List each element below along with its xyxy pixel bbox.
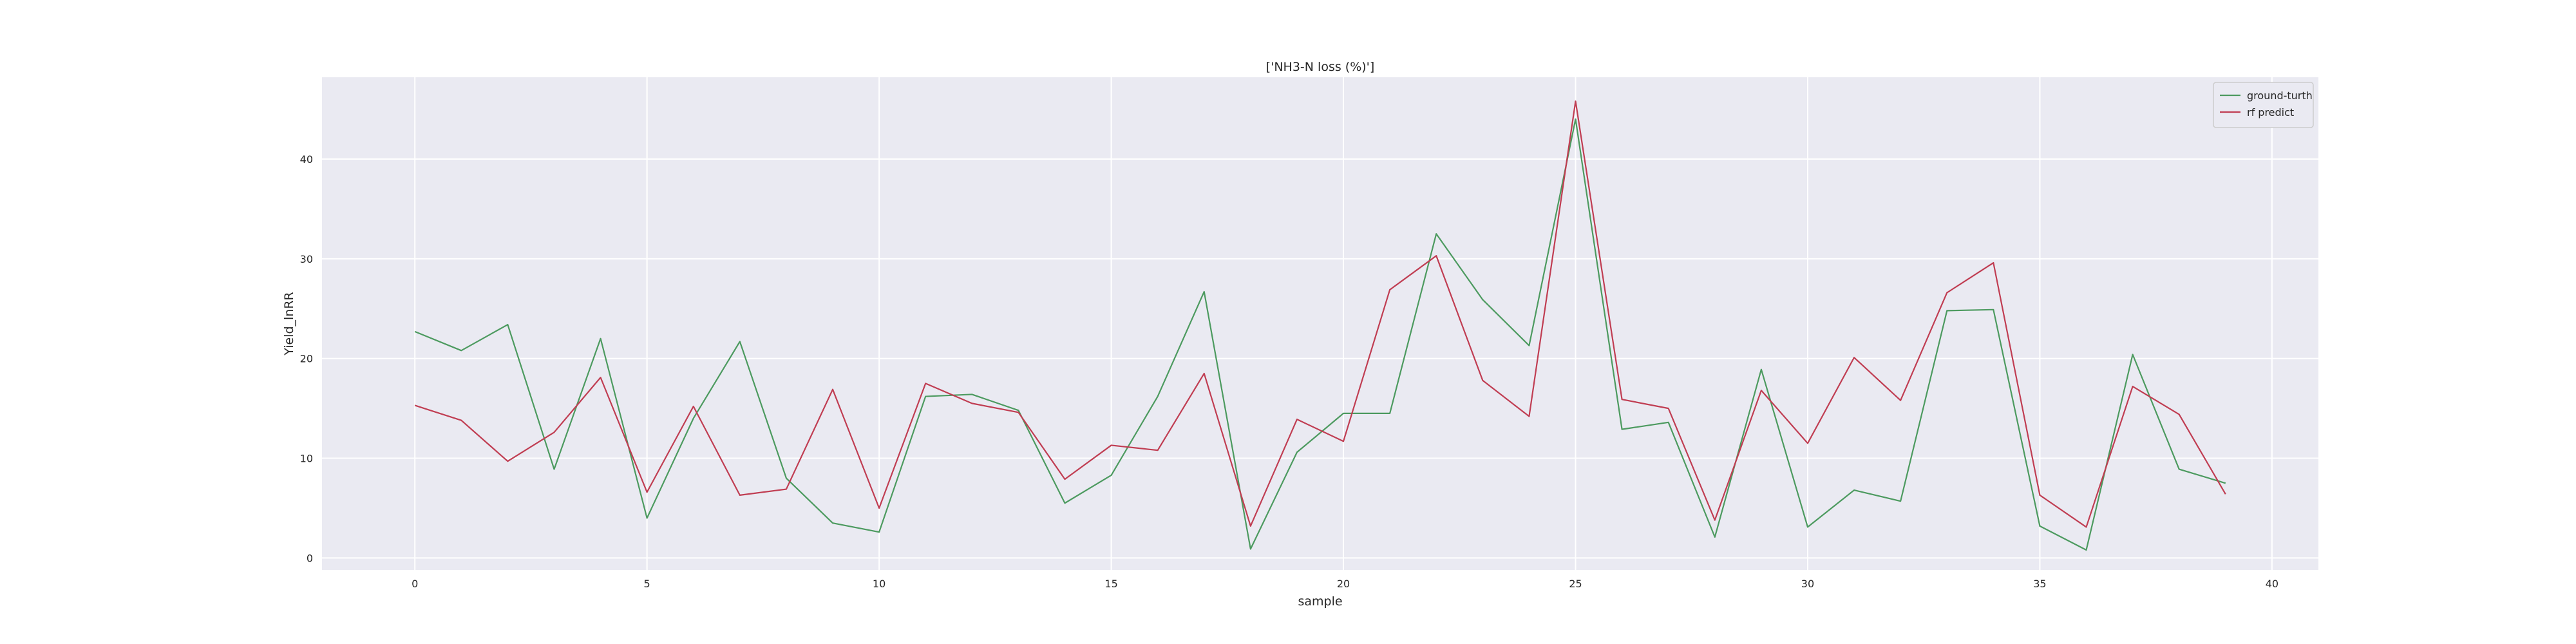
y-axis-label: Yield_lnRR: [282, 292, 296, 355]
x-tick-label: 15: [1104, 578, 1117, 590]
series-line-1: [414, 118, 2226, 551]
grid: [322, 77, 2318, 570]
x-tick-label: 20: [1337, 578, 1350, 590]
y-tick-label: 30: [300, 253, 313, 265]
series-line-2: [414, 100, 2226, 528]
y-axis-ticks: 0 10 20 30 40: [300, 153, 313, 564]
legend-label: ground-turth: [2247, 90, 2313, 102]
plot-area: [322, 77, 2318, 570]
x-tick-label: 40: [2266, 578, 2278, 590]
series-layer: [414, 100, 2226, 551]
x-tick-label: 30: [1801, 578, 1814, 590]
y-tick-label: 40: [300, 153, 313, 166]
y-tick-label: 10: [300, 453, 313, 465]
legend-label: rf predict: [2247, 106, 2294, 118]
x-axis-ticks: 0 5 10 15 20 25 30 35 40: [412, 578, 2278, 590]
x-tick-label: 25: [1569, 578, 1582, 590]
y-tick-label: 20: [300, 353, 313, 365]
x-axis-label: sample: [1298, 594, 1342, 609]
legend: ground-turth rf predict: [2213, 82, 2314, 128]
x-tick-label: 10: [873, 578, 886, 590]
x-tick-label: 5: [644, 578, 650, 590]
x-tick-label: 0: [412, 578, 418, 590]
x-tick-label: 35: [2033, 578, 2046, 590]
chart-title: ['NH3-N loss (%)']: [1266, 60, 1375, 74]
y-tick-label: 0: [307, 552, 313, 564]
legend-box: [2213, 82, 2314, 128]
